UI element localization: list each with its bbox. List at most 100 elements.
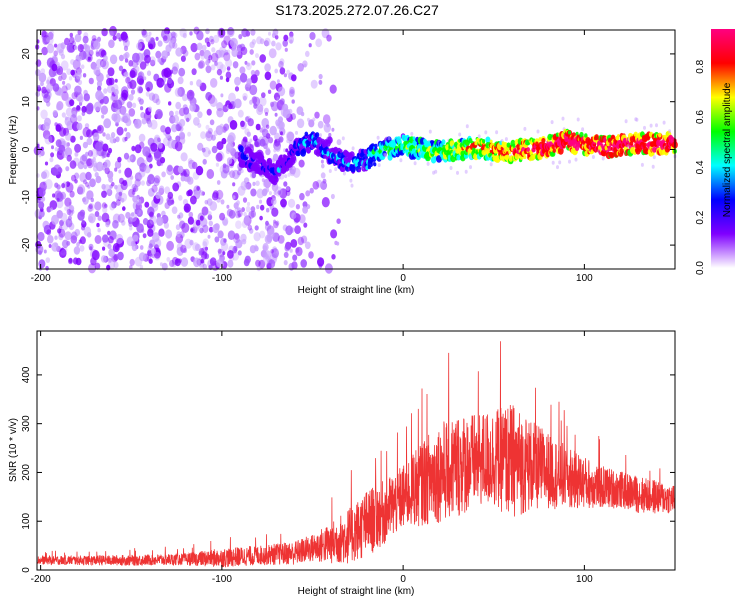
spectrogram-cell — [69, 190, 75, 198]
spectrogram-cell — [49, 207, 54, 212]
spectrogram-cell — [208, 127, 213, 134]
spectrogram-cell — [285, 185, 290, 191]
spectrogram-cell — [175, 101, 182, 110]
spectrogram-cell — [147, 188, 155, 197]
spectrogram-cell — [42, 129, 51, 140]
spectrogram-cell — [255, 259, 261, 267]
spectrogram-cell — [137, 39, 145, 47]
spectrogram-cell — [188, 211, 194, 218]
spectrogram-cell — [74, 143, 82, 153]
spectrogram-cell — [109, 136, 116, 144]
spectrogram-cell — [70, 69, 75, 76]
spectrogram-cell — [38, 212, 43, 218]
spectrogram-y-label: Frequency (Hz) — [8, 116, 19, 185]
spectrogram-cell — [110, 95, 115, 101]
x-tick-label: 100 — [576, 574, 593, 585]
spectrogram-cell — [246, 131, 251, 137]
spectrogram-cell — [174, 87, 182, 98]
spectrogram-cell — [290, 227, 295, 234]
spectrogram-cell — [201, 147, 206, 153]
spectrogram-cell — [49, 157, 54, 163]
spectrogram-cell — [292, 254, 298, 261]
spectrogram-cell — [115, 199, 121, 206]
spectrogram-cell — [234, 98, 242, 109]
spectrogram-cell — [193, 117, 200, 126]
spectrogram-cell — [145, 35, 152, 43]
spectrogram-cell — [88, 263, 97, 274]
spectrogram-cell — [300, 111, 305, 117]
spectrogram-cell — [77, 44, 84, 52]
spectrogram-cell — [267, 228, 275, 239]
spectrogram-cell — [180, 152, 188, 162]
spectrogram-cell — [159, 262, 163, 267]
spectrogram-cell — [73, 45, 78, 50]
spectrogram-cell — [172, 182, 180, 192]
spectrogram-cell — [125, 76, 131, 84]
spectrogram-cell — [317, 120, 324, 129]
spectrogram-cell — [149, 56, 156, 65]
spectrogram-cell — [640, 162, 644, 167]
spectrogram-cell — [112, 243, 120, 253]
spectrogram-cell — [274, 138, 281, 147]
spectrogram-cell — [591, 155, 595, 159]
spectrogram-cell — [235, 220, 242, 229]
spectrogram-cell — [94, 235, 102, 244]
spectrogram-cell — [297, 150, 301, 155]
spectrogram-cell — [102, 132, 106, 137]
spectrogram-cell — [326, 122, 330, 128]
snr-series-line — [36, 341, 676, 568]
spectrogram-cell — [129, 79, 137, 90]
spectrogram-cell — [186, 190, 191, 197]
spectrogram-cell — [322, 178, 327, 184]
spectrogram-cell — [275, 144, 281, 152]
spectrogram-cell — [301, 235, 308, 244]
spectrogram-cell — [56, 210, 63, 219]
spectrogram-cell — [129, 258, 135, 266]
spectrogram-cell — [274, 186, 283, 197]
spectrogram-cell — [124, 136, 128, 142]
spectrogram-cell — [129, 265, 133, 270]
spectrogram-cell — [60, 212, 68, 222]
spectrogram-cell — [556, 165, 559, 170]
spectrogram-cell — [144, 165, 151, 174]
spectrogram-cell — [77, 161, 85, 170]
spectrogram-cell — [189, 239, 194, 246]
spectrogram-cell — [166, 240, 175, 251]
spectrogram-cell — [616, 134, 620, 138]
spectrogram-cell — [59, 219, 64, 227]
spectrogram-cell — [265, 220, 269, 226]
spectrogram-cell — [155, 109, 163, 120]
spectrogram-cell — [187, 216, 194, 225]
colorbar-tick-label: 0.0 — [695, 261, 706, 275]
spectrogram-cell — [68, 205, 75, 213]
spectrogram-cell — [168, 101, 172, 106]
spectrogram-cell — [206, 41, 211, 48]
spectrogram-cell — [508, 150, 512, 155]
spectrogram-cell — [118, 65, 124, 72]
y-tick-label: 10 — [21, 96, 32, 108]
spectrogram-cell — [81, 219, 86, 225]
spectrogram-cell — [140, 180, 145, 186]
spectrogram-cell — [268, 191, 272, 196]
spectrogram-cell — [61, 85, 68, 94]
spectrogram-cell — [119, 105, 127, 115]
spectrogram-cell — [188, 159, 196, 170]
spectrogram-cell — [292, 113, 296, 119]
spectrogram-cell — [76, 122, 83, 131]
spectrogram-cell — [48, 134, 55, 143]
y-tick-label: 0 — [21, 567, 32, 573]
spectrogram-cell — [51, 63, 58, 72]
spectrogram-cell — [242, 95, 247, 101]
spectrogram-cell — [241, 220, 248, 228]
spectrogram-cell — [44, 134, 53, 145]
spectrogram-cell — [69, 160, 77, 169]
spectrogram-cell — [69, 32, 74, 38]
spectrogram-cell — [211, 192, 219, 201]
spectrogram-cell — [138, 78, 144, 86]
spectrogram-cell — [94, 201, 102, 211]
spectrogram-cell — [500, 146, 504, 151]
spectrogram-cell — [236, 200, 240, 206]
spectrogram-cell — [413, 161, 417, 166]
spectrogram-cell — [246, 201, 251, 207]
